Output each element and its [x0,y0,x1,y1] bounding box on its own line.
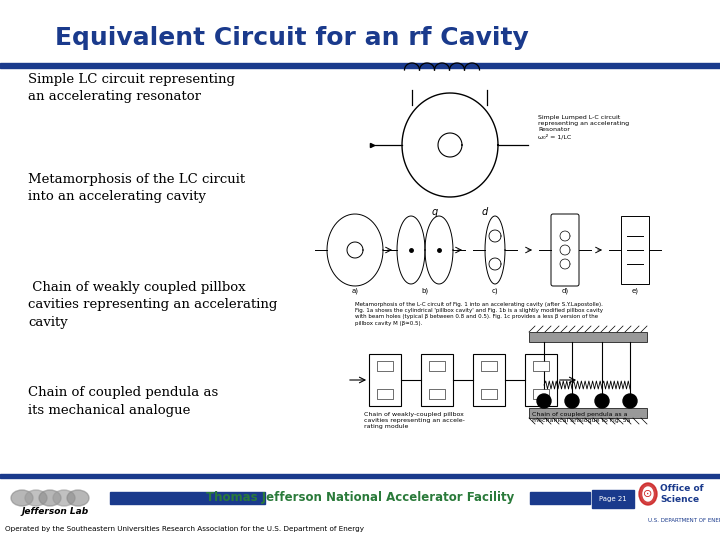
Bar [429,361,445,371]
Bar [0,63,720,68]
Bar [429,389,445,399]
Bar [473,354,505,406]
Ellipse shape [39,490,61,506]
Text: q: q [432,207,438,217]
Ellipse shape [25,490,47,506]
Bar [377,389,393,399]
Ellipse shape [67,490,89,506]
Text: U.S. DEPARTMENT OF ENERGY: U.S. DEPARTMENT OF ENERGY [648,517,720,523]
Text: e): e) [631,287,639,294]
Text: Chain of weakly coupled pillbox
cavities representing an accelerating
cavity: Chain of weakly coupled pillbox cavities… [28,281,277,329]
Bar [421,354,453,406]
Text: Metamorphosis of the LC circuit
into an accelerating cavity: Metamorphosis of the LC circuit into an … [28,173,245,203]
Ellipse shape [643,487,653,501]
Ellipse shape [11,490,33,506]
Text: Page 21: Page 21 [599,496,627,502]
Bar [592,490,634,508]
Circle shape [595,394,609,408]
Bar [621,216,649,284]
Text: d: d [482,207,488,217]
Bar [529,332,647,342]
Ellipse shape [639,483,657,505]
Text: d): d) [562,287,569,294]
Text: Thomas Jefferson National Accelerator Facility: Thomas Jefferson National Accelerator Fa… [206,491,514,504]
Text: c): c) [492,287,498,294]
Text: ⊙: ⊙ [643,489,653,499]
Text: Operated by the Southeastern Universities Research Association for the U.S. Depa: Operated by the Southeastern Universitie… [5,526,364,532]
Circle shape [565,394,579,408]
Bar [533,389,549,399]
Text: a): a) [351,287,359,294]
Circle shape [537,394,551,408]
Text: Chain of coupled pendula as
its mechanical analogue: Chain of coupled pendula as its mechanic… [28,386,218,416]
Bar [529,408,647,418]
Bar [530,492,590,504]
Text: Equivalent Circuit for an rf Cavity: Equivalent Circuit for an rf Cavity [55,26,528,50]
Text: Jefferson Lab: Jefferson Lab [22,508,89,516]
Bar [369,354,401,406]
Text: Office of
Science: Office of Science [660,484,703,504]
Bar [481,389,497,399]
Text: b): b) [421,287,428,294]
Bar [110,492,265,504]
Text: Chain of weakly-coupled pillbox
cavities representing an accele-
rating module: Chain of weakly-coupled pillbox cavities… [364,412,465,429]
Text: Chain of coupled pendula as a
mechanical analogue to Fig. 5a: Chain of coupled pendula as a mechanical… [532,412,631,423]
Bar [533,361,549,371]
Circle shape [623,394,637,408]
Bar [481,361,497,371]
Text: Simple Lumped L-C circuit
representing an accelerating
Resonator
ω₀² = 1/LC: Simple Lumped L-C circuit representing a… [538,115,629,139]
Bar [377,361,393,371]
Text: Metamorphosis of the L-C circuit of Fig. 1 into an accelerating cavity (after S.: Metamorphosis of the L-C circuit of Fig.… [355,302,603,326]
Text: Simple LC circuit representing
an accelerating resonator: Simple LC circuit representing an accele… [28,73,235,103]
Bar [525,354,557,406]
Bar [0,474,720,478]
Ellipse shape [53,490,75,506]
